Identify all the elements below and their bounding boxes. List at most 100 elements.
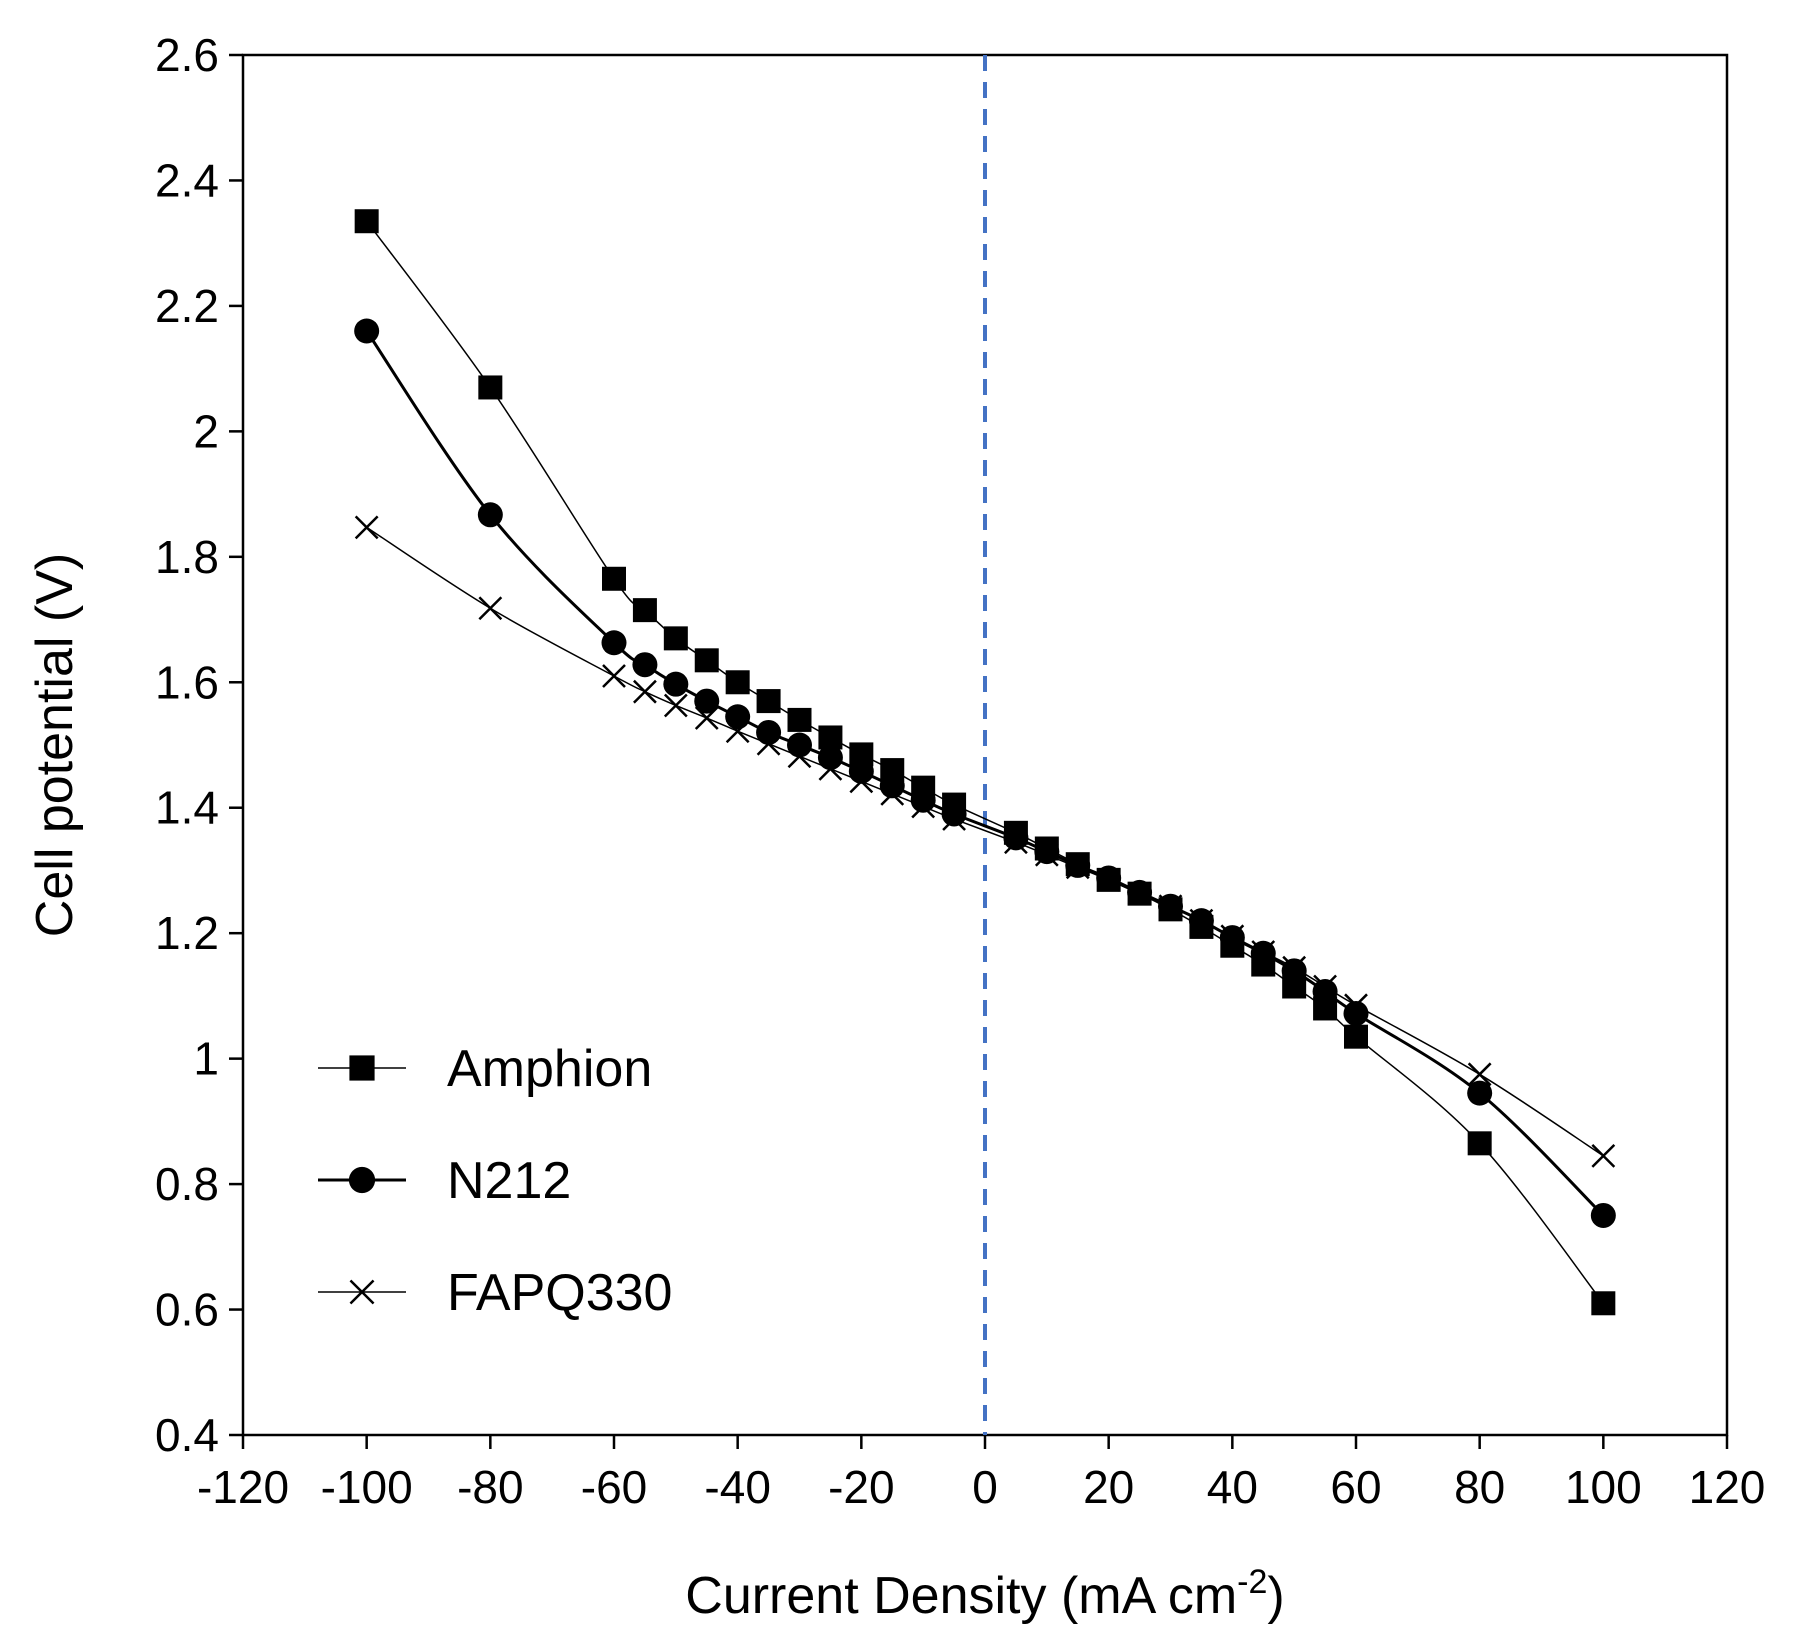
data-point-fapq330 bbox=[725, 719, 750, 744]
x-tick-label: 20 bbox=[1083, 1461, 1134, 1513]
legend-marker-fapq330 bbox=[349, 1279, 375, 1305]
data-point-fapq330 bbox=[663, 693, 688, 718]
data-point-amphion bbox=[1591, 1291, 1616, 1316]
data-point-n212 bbox=[354, 318, 380, 344]
data-point-n212 bbox=[725, 704, 751, 730]
data-point-fapq330 bbox=[942, 807, 966, 831]
legend-marker-amphion bbox=[349, 1055, 375, 1081]
data-point-n212 bbox=[787, 732, 812, 758]
series-fapq330 bbox=[354, 515, 1616, 1168]
data-point-n212 bbox=[1003, 825, 1029, 851]
y-tick-label: 2.4 bbox=[155, 154, 219, 206]
legend-label-amphion: Amphion bbox=[447, 1040, 652, 1098]
y-tick-label: 1 bbox=[193, 1033, 219, 1085]
x-tick-label: 0 bbox=[972, 1461, 998, 1513]
x-tick-label: 80 bbox=[1454, 1461, 1505, 1513]
y-axis-title: Cell potential (V) bbox=[26, 553, 84, 937]
y-tick-label: 1.4 bbox=[155, 782, 219, 834]
data-point-amphion bbox=[354, 209, 379, 234]
series-group bbox=[354, 209, 1616, 1316]
data-point-fapq330 bbox=[1467, 1062, 1492, 1087]
x-tick-label: -20 bbox=[828, 1461, 894, 1513]
data-point-fapq330 bbox=[478, 596, 503, 621]
x-axis-title-superscript: -2 bbox=[1237, 1563, 1267, 1601]
x-tick-label: 120 bbox=[1689, 1461, 1766, 1513]
data-point-n212 bbox=[1096, 865, 1122, 891]
x-tick-label: -100 bbox=[321, 1461, 413, 1513]
y-tick-label: 1.6 bbox=[155, 656, 219, 708]
x-tick-label: 60 bbox=[1330, 1461, 1381, 1513]
data-point-fapq330 bbox=[354, 515, 379, 540]
data-point-n212 bbox=[1343, 1000, 1369, 1026]
y-tick-label: 2.2 bbox=[155, 280, 219, 332]
x-tick-label: -120 bbox=[197, 1461, 289, 1513]
data-point-amphion bbox=[1344, 1024, 1368, 1049]
data-point-fapq330 bbox=[1313, 974, 1337, 999]
data-point-n212 bbox=[694, 688, 720, 714]
legend: Amphion N212 FAPQ330 bbox=[318, 1040, 672, 1322]
data-point-n212 bbox=[663, 671, 689, 697]
data-point-n212 bbox=[941, 801, 967, 827]
x-tick-label: -80 bbox=[457, 1461, 523, 1513]
data-point-amphion bbox=[602, 566, 626, 591]
data-point-fapq330 bbox=[1004, 830, 1028, 855]
legend-label-n212: N212 bbox=[447, 1152, 571, 1210]
data-point-fapq330 bbox=[602, 664, 626, 688]
x-tick-label: 40 bbox=[1207, 1461, 1258, 1513]
y-tick-label: 0.6 bbox=[155, 1284, 219, 1336]
data-point-fapq330 bbox=[1158, 894, 1183, 919]
data-point-amphion bbox=[725, 670, 750, 695]
data-point-fapq330 bbox=[1189, 908, 1214, 933]
data-point-fapq330 bbox=[1282, 955, 1307, 980]
data-point-n212 bbox=[601, 630, 627, 656]
data-point-amphion bbox=[632, 598, 657, 623]
data-point-amphion bbox=[1467, 1131, 1492, 1156]
data-point-n212 bbox=[1312, 979, 1338, 1005]
data-point-amphion bbox=[756, 689, 781, 714]
x-tick-label: -40 bbox=[704, 1461, 770, 1513]
data-point-n212 bbox=[632, 652, 658, 678]
data-point-n212 bbox=[1065, 852, 1091, 878]
data-point-fapq330 bbox=[849, 769, 874, 794]
data-point-n212 bbox=[477, 502, 503, 528]
data-point-fapq330 bbox=[1220, 924, 1245, 949]
legend-label-fapq330: FAPQ330 bbox=[447, 1264, 672, 1322]
data-point-n212 bbox=[848, 758, 874, 784]
y-tick-label: 0.4 bbox=[155, 1409, 219, 1461]
data-point-fapq330 bbox=[1034, 842, 1059, 867]
data-point-n212 bbox=[756, 719, 782, 745]
data-point-fapq330 bbox=[1344, 993, 1368, 1018]
legend-marker-n212 bbox=[348, 1166, 376, 1194]
x-axis-ticks: -120 -100 -80 -60 -40 -20 0 20 40 60 80 100 120 bbox=[197, 1435, 1765, 1513]
x-axis-title: Current Density (mA cm-2) bbox=[685, 1563, 1284, 1625]
data-point-fapq330 bbox=[1127, 881, 1152, 906]
data-point-n212 bbox=[1281, 958, 1307, 984]
data-point-fapq330 bbox=[1096, 867, 1121, 892]
data-point-amphion bbox=[663, 626, 688, 651]
data-point-amphion bbox=[694, 648, 719, 673]
data-point-fapq330 bbox=[633, 679, 657, 704]
data-point-fapq330 bbox=[787, 744, 812, 769]
data-point-amphion bbox=[478, 375, 503, 400]
data-point-fapq330 bbox=[880, 782, 905, 806]
data-point-fapq330 bbox=[911, 794, 936, 819]
data-point-fapq330 bbox=[756, 731, 781, 756]
y-tick-label: 2.6 bbox=[155, 29, 219, 81]
data-point-fapq330 bbox=[818, 756, 843, 781]
x-tick-label: 100 bbox=[1565, 1461, 1642, 1513]
data-point-n212 bbox=[1590, 1202, 1616, 1228]
legend-item-n212: N212 bbox=[318, 1152, 571, 1210]
y-axis-ticks: 0.4 0.6 0.8 1 1.2 1.4 1.6 1.8 2 2.2 2.4 2.6 bbox=[155, 29, 243, 1461]
legend-item-fapq330: FAPQ330 bbox=[318, 1264, 672, 1322]
data-point-n212 bbox=[910, 787, 936, 813]
x-tick-label: -60 bbox=[581, 1461, 647, 1513]
data-point-fapq330 bbox=[1591, 1143, 1616, 1168]
data-point-fapq330 bbox=[1065, 855, 1090, 880]
data-point-fapq330 bbox=[694, 706, 719, 730]
data-point-fapq330 bbox=[1251, 940, 1276, 964]
y-tick-label: 1.2 bbox=[155, 907, 219, 959]
data-point-n212 bbox=[817, 745, 843, 771]
legend-item-amphion: Amphion bbox=[318, 1040, 652, 1098]
data-point-amphion bbox=[787, 707, 812, 732]
